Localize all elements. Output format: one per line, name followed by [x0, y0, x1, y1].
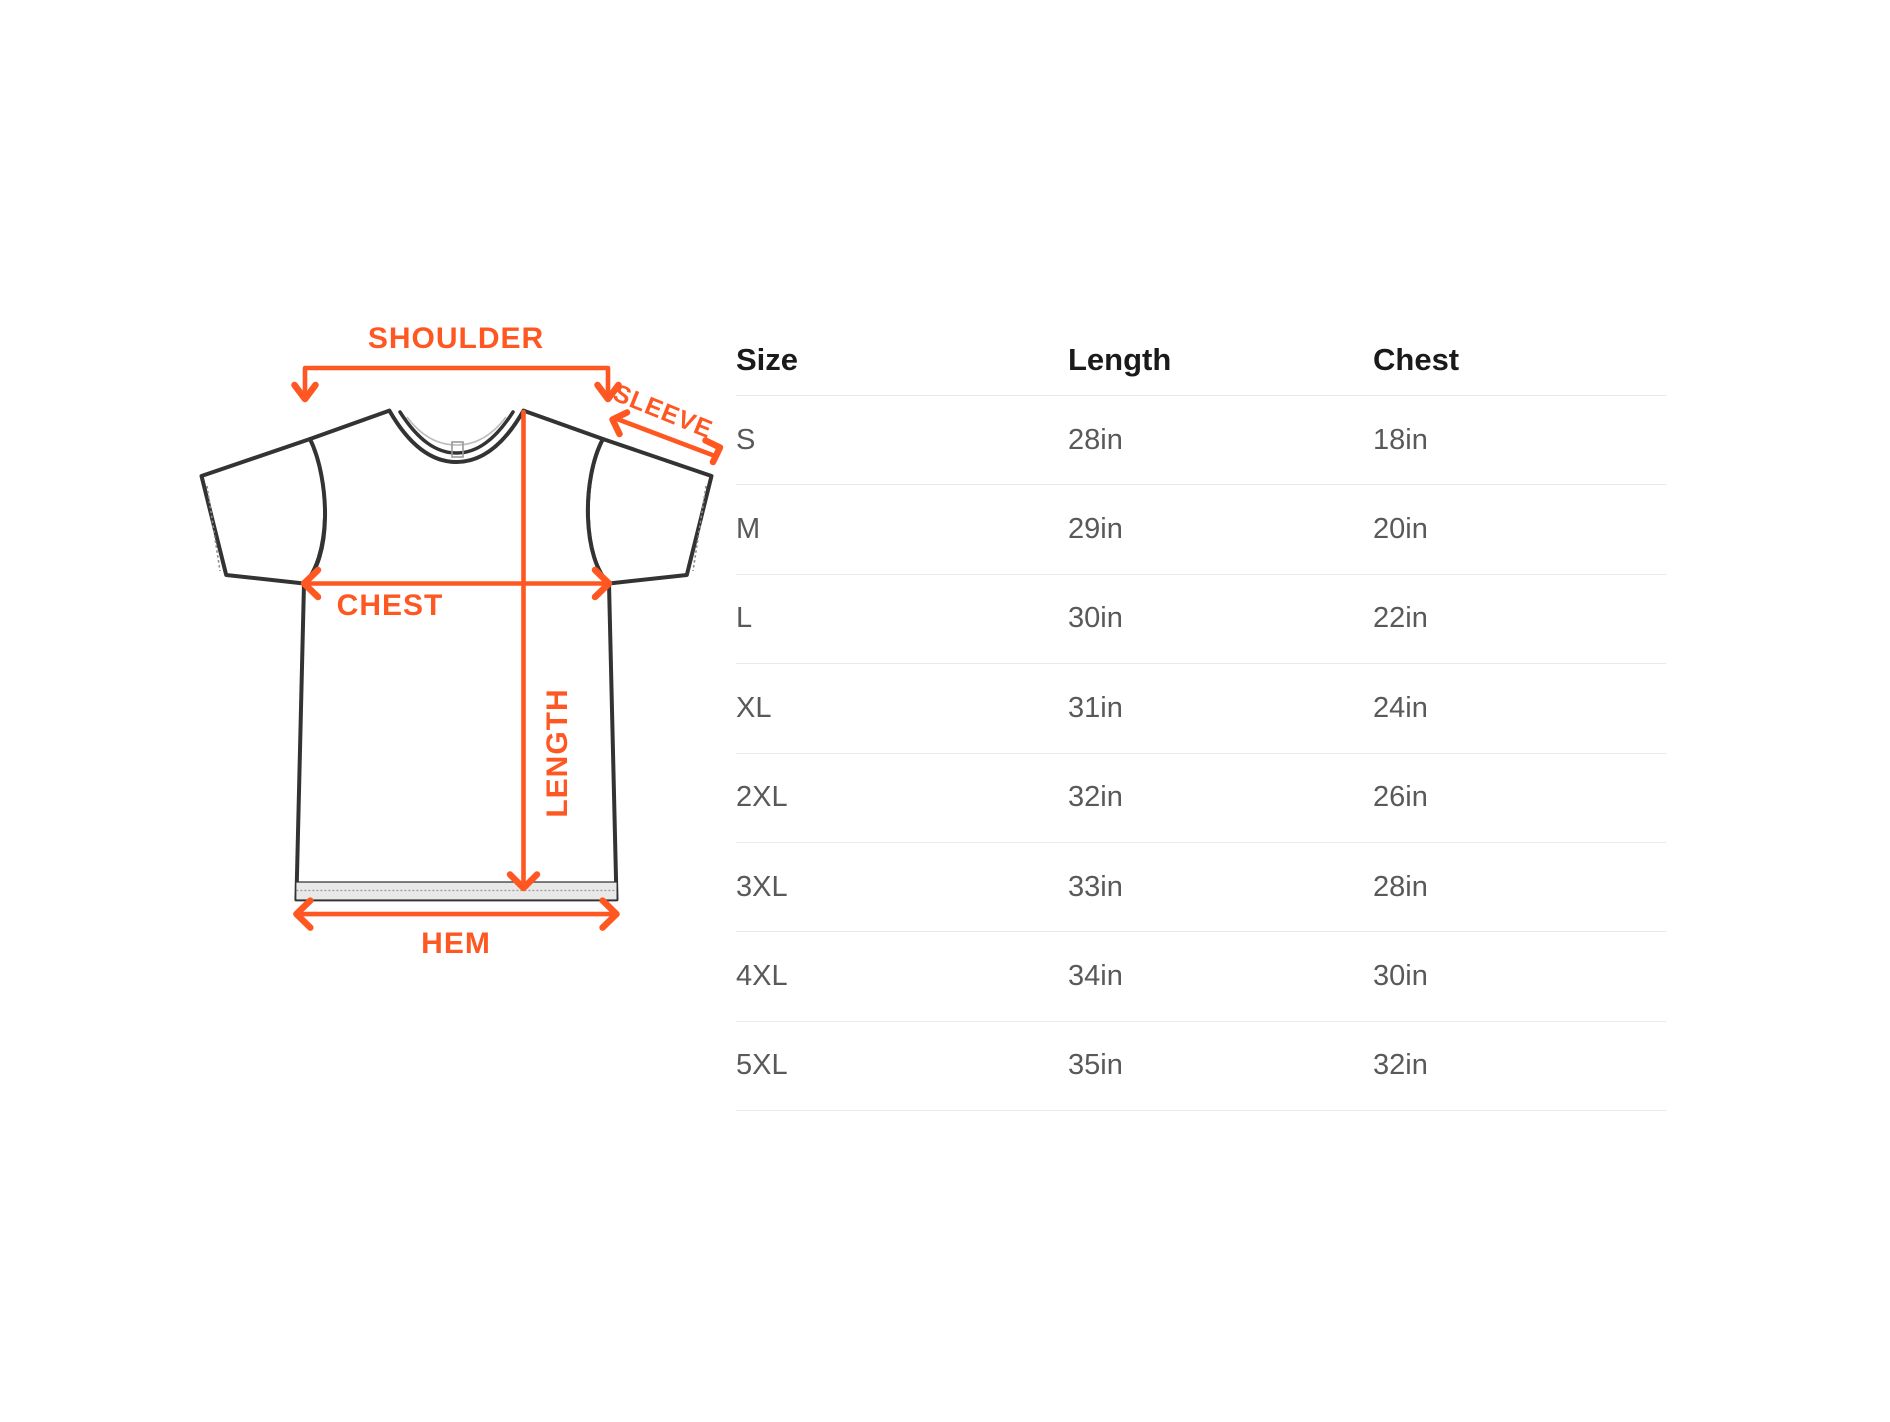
svg-text:CHEST: CHEST [337, 589, 444, 622]
svg-text:SHOULDER: SHOULDER [368, 322, 544, 355]
svg-text:HEM: HEM [421, 927, 491, 960]
svg-text:LENGTH: LENGTH [541, 688, 574, 817]
